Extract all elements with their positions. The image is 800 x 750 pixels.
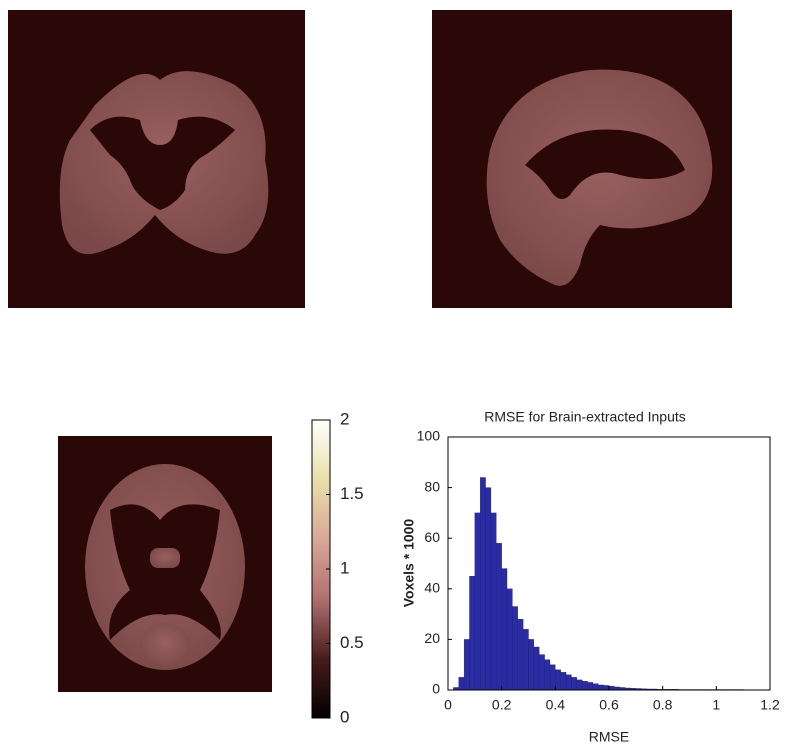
histogram-bar: [608, 686, 615, 691]
y-tick-label: 40: [424, 580, 440, 596]
histogram-bar: [480, 477, 486, 691]
colorbar-tick-label: 2: [340, 409, 349, 428]
histogram-bar: [533, 646, 540, 691]
y-tick-label: 0: [432, 681, 440, 697]
histogram-bar: [522, 629, 529, 691]
colorbar-tick-label: 0: [340, 707, 349, 726]
x-tick-label: 1.2: [760, 697, 780, 713]
histogram: RMSE for Brain-extracted Inputs RMSE Vox…: [401, 409, 780, 745]
histogram-bar: [555, 669, 561, 691]
histogram-bar: [501, 568, 508, 691]
histogram-bar: [463, 639, 470, 691]
x-tick-label: 0.2: [492, 697, 512, 713]
histogram-bar: [528, 639, 535, 691]
histogram-bar: [517, 619, 524, 691]
coronal-slice: [8, 10, 305, 308]
chart-title: RMSE for Brain-extracted Inputs: [484, 409, 686, 425]
histogram-bar: [539, 654, 545, 691]
histogram-bar: [571, 677, 577, 691]
histogram-bar: [512, 606, 518, 691]
axial-slice: [58, 436, 272, 692]
histogram-bar: [582, 680, 588, 691]
colorbar: 0 0.5 1 1.5 2: [311, 409, 364, 726]
colorbar-tick-label: 0.5: [340, 633, 364, 652]
x-axis-label: RMSE: [589, 729, 629, 745]
histogram-bar: [544, 659, 551, 691]
x-tick-label: 0.8: [653, 697, 673, 713]
y-tick-label: 80: [424, 478, 440, 494]
histogram-bar: [490, 512, 497, 691]
y-tick-label: 60: [424, 529, 440, 545]
sagittal-slice: [432, 10, 732, 308]
y-tick-label: 100: [417, 428, 441, 444]
y-tick-label: 20: [424, 630, 440, 646]
histogram-bar: [576, 679, 583, 691]
histogram-bar: [592, 683, 599, 691]
histogram-bar: [485, 487, 492, 691]
x-tick-label: 1: [712, 697, 720, 713]
histogram-bar: [603, 685, 610, 691]
colorbar-tick-label: 1.5: [340, 484, 364, 503]
y-axis-label: Voxels * 1000: [401, 519, 417, 608]
histogram-bar: [560, 672, 567, 691]
histogram-bar: [506, 588, 513, 691]
histogram-bar: [474, 512, 481, 691]
colorbar-tick-label: 1: [340, 558, 349, 577]
histogram-bar: [496, 543, 502, 691]
histogram-bar: [458, 677, 465, 691]
x-tick-label: 0: [444, 697, 452, 713]
x-tick-label: 0.6: [599, 697, 619, 713]
histogram-bar: [565, 674, 572, 691]
histogram-bar: [549, 664, 556, 691]
histogram-bar: [598, 684, 604, 691]
x-tick-label: 0.4: [546, 697, 566, 713]
histogram-bar: [469, 576, 475, 691]
histogram-bar: [587, 682, 594, 691]
